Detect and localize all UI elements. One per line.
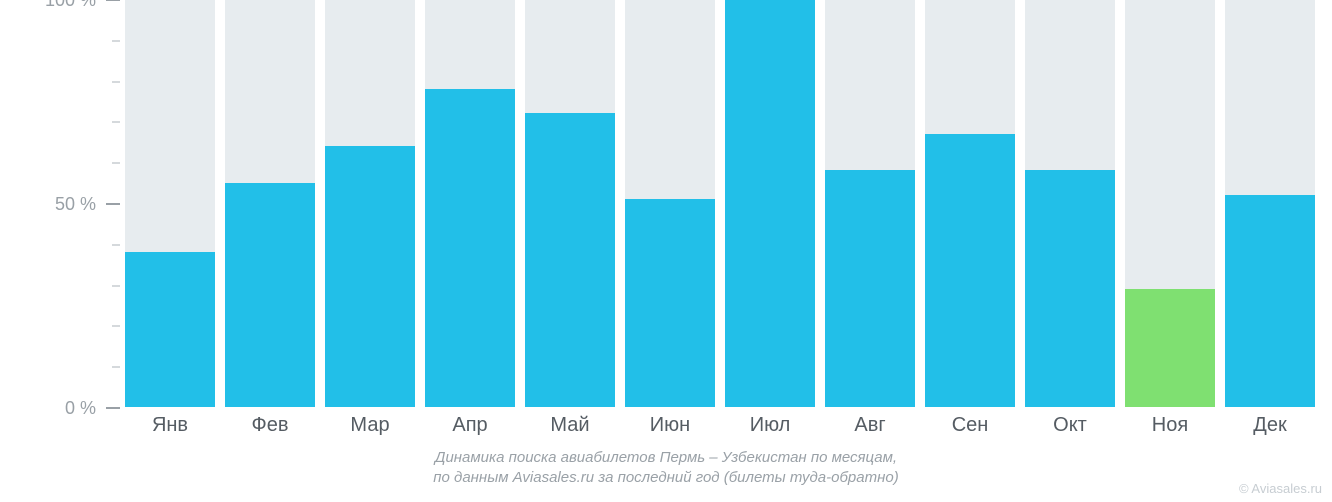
x-axis-label: Фев <box>252 414 289 437</box>
caption-line-2: по данным Aviasales.ru за последний год … <box>0 468 1332 488</box>
bar-background <box>625 0 715 199</box>
x-axis-label: Июн <box>650 414 690 437</box>
chart-caption: Динамика поиска авиабилетов Пермь – Узбе… <box>0 448 1332 488</box>
y-tick-minor <box>0 357 120 377</box>
y-tick-major: 0 % <box>0 398 120 418</box>
bar-slot <box>725 0 815 407</box>
bar-background <box>1025 0 1115 170</box>
y-tick-label: 50 % <box>55 194 106 215</box>
bar-slot <box>325 0 415 407</box>
bar-background <box>1125 0 1215 289</box>
y-axis: 0 %50 %100 % <box>0 0 120 408</box>
bar <box>225 183 315 407</box>
y-tick-mark <box>112 244 120 246</box>
bar-background <box>1225 0 1315 195</box>
y-tick-mark <box>112 40 120 42</box>
plot-area <box>120 0 1320 408</box>
bar <box>325 146 415 407</box>
y-tick-minor <box>0 31 120 51</box>
y-tick-major: 50 % <box>0 194 120 214</box>
x-axis-label: Май <box>550 414 589 437</box>
bar-background <box>125 0 215 252</box>
y-tick-mark <box>112 162 120 164</box>
bar-slot <box>1125 0 1215 407</box>
y-tick-mark <box>106 203 120 205</box>
x-axis-label: Окт <box>1053 414 1087 437</box>
x-axis: Янв Фев Мар Апр Май Июн Июл Авг Сен Окт Ноя Дек <box>120 408 1320 444</box>
bar-slot <box>525 0 615 407</box>
x-axis-label: Авг <box>854 414 885 437</box>
y-tick-minor <box>0 72 120 92</box>
y-tick-minor <box>0 112 120 132</box>
bar-background <box>525 0 615 113</box>
y-tick-minor <box>0 235 120 255</box>
bar-slot <box>925 0 1015 407</box>
bar-slot <box>425 0 515 407</box>
bar <box>125 252 215 407</box>
bar <box>725 0 815 407</box>
x-axis-label: Янв <box>152 414 188 437</box>
bar <box>1225 195 1315 407</box>
x-axis-label: Дек <box>1253 414 1286 437</box>
x-axis-label: Мар <box>350 414 389 437</box>
bar <box>425 89 515 407</box>
y-tick-minor <box>0 276 120 296</box>
bar-background <box>225 0 315 183</box>
bar <box>1125 289 1215 407</box>
bar <box>925 134 1015 407</box>
y-tick-minor <box>0 316 120 336</box>
y-tick-mark <box>112 285 120 287</box>
y-tick-mark <box>112 81 120 83</box>
y-tick-mark <box>106 407 120 409</box>
y-tick-label: 100 % <box>45 0 106 11</box>
y-tick-mark <box>112 325 120 327</box>
y-tick-major: 100 % <box>0 0 120 10</box>
bar-background <box>925 0 1015 134</box>
watermark: © Aviasales.ru <box>1239 481 1322 496</box>
bar-slot <box>225 0 315 407</box>
chart-container: 0 % 50 % 100 % Янв Фев Мар Апр Май Июн Июл Авг Сен… <box>0 0 1332 502</box>
bar-slot <box>1025 0 1115 407</box>
bar-slot <box>125 0 215 407</box>
y-tick-mark <box>112 121 120 123</box>
bar-slot <box>825 0 915 407</box>
x-axis-label: Июл <box>750 414 791 437</box>
bar-background <box>425 0 515 89</box>
bar-background <box>325 0 415 146</box>
x-axis-label: Ноя <box>1152 414 1188 437</box>
x-axis-label: Сен <box>952 414 989 437</box>
bar <box>825 170 915 407</box>
x-axis-label: Апр <box>452 414 487 437</box>
bar-slot <box>625 0 715 407</box>
bar-background <box>825 0 915 170</box>
caption-line-1: Динамика поиска авиабилетов Пермь – Узбе… <box>0 448 1332 468</box>
bar <box>1025 170 1115 407</box>
bar <box>525 113 615 407</box>
y-tick-mark <box>112 366 120 368</box>
y-tick-label: 0 % <box>65 398 106 419</box>
y-tick-mark <box>106 0 120 1</box>
y-tick-minor <box>0 153 120 173</box>
bar-slot <box>1225 0 1315 407</box>
bar <box>625 199 715 407</box>
